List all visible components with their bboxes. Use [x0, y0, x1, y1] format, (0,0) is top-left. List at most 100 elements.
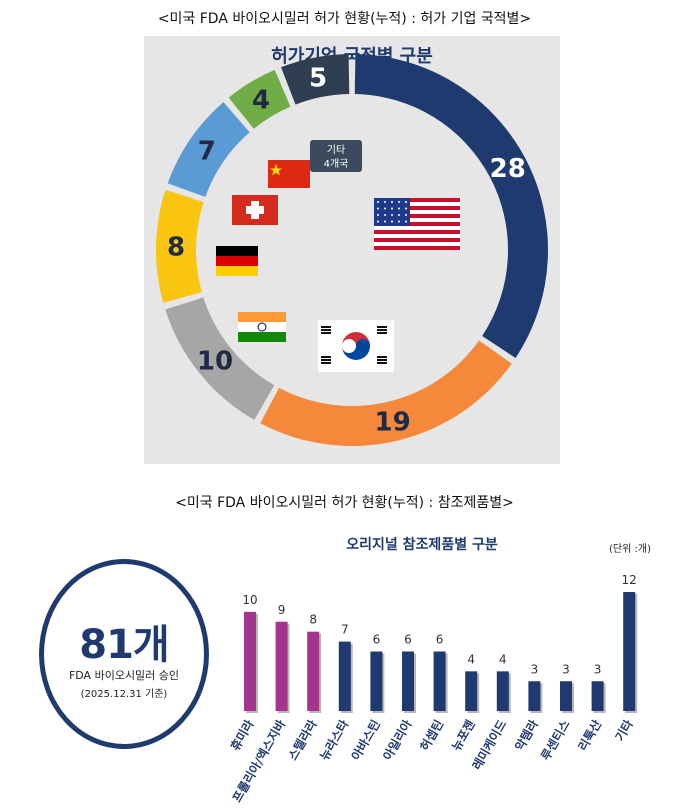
donut-slice — [260, 340, 512, 446]
kr-flag-trigram — [377, 359, 387, 361]
kr-flag-trigram — [377, 362, 387, 364]
bar-chart-unit: (단위 :개) — [609, 542, 651, 555]
us-flag-star — [391, 201, 393, 203]
us-flag-star — [377, 201, 379, 203]
bar-value-label: 8 — [309, 613, 317, 627]
bar-value-label: 6 — [373, 633, 381, 647]
summary-circle — [39, 559, 209, 749]
kr-flag-trigram — [377, 356, 387, 358]
us-flag — [374, 198, 460, 250]
us-flag-star — [377, 207, 379, 210]
donut-slice — [281, 54, 350, 105]
bar-category-label: 뉴포젠 — [448, 717, 478, 753]
bar-value-label: 6 — [404, 633, 412, 647]
in-flag-chakra — [257, 322, 267, 332]
us-flag-stripe — [374, 214, 460, 218]
kr-flag-trigram — [321, 332, 331, 334]
bar-value-label: 9 — [278, 603, 286, 617]
kr-flag-trigram — [321, 329, 331, 331]
kr-flag-trigram — [321, 326, 331, 328]
bar — [244, 611, 256, 711]
bar-category-label: 휴미라 — [227, 717, 257, 753]
us-flag-star — [391, 207, 393, 210]
bar — [402, 651, 414, 711]
bar-value-label: 3 — [531, 662, 539, 676]
us-flag-star — [405, 207, 407, 210]
us-flag-stripe — [374, 206, 460, 210]
us-flag-stripe — [374, 222, 460, 226]
donut-caption: <미국 FDA 바이오시밀러 허가 현황(누적) : 허가 기업 국적별> — [157, 11, 532, 27]
kr-flag-trigram — [321, 356, 331, 358]
others-annotation-line1: 기타 — [327, 144, 345, 156]
bar-category-label: 아바스틴 — [348, 717, 383, 763]
kr-flag-trigram — [377, 329, 387, 331]
bar-chart-title: 오리지널 참조제품별 구분 — [346, 536, 498, 553]
us-flag-star — [391, 214, 393, 216]
donut-value-label: 28 — [490, 154, 526, 184]
bar-caption: <미국 FDA 바이오시밀러 허가 현황(누적) : 참조제품별> — [175, 495, 514, 511]
donut-slice — [165, 297, 275, 420]
total-label: FDA 바이오시밀러 승인 — [68, 669, 180, 682]
bar-category-label: 리툭산 — [575, 717, 605, 753]
us-flag-star — [398, 207, 400, 210]
de-flag-stripe — [216, 256, 258, 266]
us-flag-stripe — [374, 234, 460, 238]
us-flag-star — [384, 214, 386, 216]
bar-category-label: 악템라 — [511, 717, 541, 753]
us-flag-stripe — [374, 210, 460, 214]
us-flag-star — [384, 207, 386, 210]
us-flag-star — [398, 220, 400, 223]
bar — [528, 681, 541, 711]
cn-flag-field — [268, 160, 310, 188]
donut-value-label: 19 — [374, 407, 410, 437]
bar-group: 3 리툭산 — [575, 662, 606, 753]
bar-group: 7 뉴라스타 — [316, 623, 353, 763]
de-flag — [216, 246, 258, 276]
bar-category-label: 허셉틴 — [417, 717, 447, 753]
kr-flag-trigram — [377, 332, 387, 334]
kr-flag-trigram — [321, 359, 331, 361]
donut-value-label: 8 — [167, 233, 185, 263]
donut-value-label: 4 — [252, 85, 270, 115]
us-flag-stripe — [374, 198, 460, 202]
bar-value-label: 4 — [467, 652, 475, 666]
bar — [275, 621, 288, 711]
bar-category-label: 루센티스 — [538, 717, 573, 763]
bar-group: 12 기타 — [612, 573, 638, 744]
bar-group: 4 뉴포젠 — [448, 652, 480, 753]
bar-group: 6 허셉틴 — [417, 633, 448, 753]
bar-category-label: 스텔라라 — [285, 717, 320, 763]
donut-slice — [228, 69, 291, 129]
us-flag-stripe — [374, 230, 460, 234]
ch-flag-cross-h — [246, 206, 264, 214]
bar-group: 8 스텔라라 — [285, 613, 322, 763]
us-flag-stripe — [374, 238, 460, 242]
us-flag-star — [398, 201, 400, 203]
bar-value-label: 6 — [436, 633, 444, 647]
bar — [496, 671, 509, 711]
bar-group: 10 휴미라 — [227, 593, 258, 753]
bar — [307, 631, 320, 711]
donut-value-label: 7 — [198, 136, 216, 166]
us-flag-stripe — [374, 246, 460, 250]
de-flag-stripe — [216, 246, 258, 256]
bar-group: 3 루센티스 — [538, 662, 574, 763]
bar-value-label: 7 — [341, 623, 349, 637]
donut-slice — [156, 189, 204, 303]
us-flag-star — [377, 220, 379, 223]
bar-category-label: 기타 — [612, 717, 636, 744]
total-date: (2025.12.31 기준) — [80, 689, 168, 700]
kr-flag — [318, 320, 394, 372]
us-flag-star — [391, 220, 393, 223]
bar-value-label: 3 — [594, 662, 602, 676]
cn-flag — [268, 160, 310, 188]
us-flag-stripe — [374, 226, 460, 230]
others-annotation-line2: 4개국 — [324, 158, 349, 170]
in-flag-stripe — [238, 332, 286, 342]
bar — [591, 681, 604, 711]
us-flag-star — [384, 220, 386, 223]
us-flag-stripe — [374, 202, 460, 206]
de-flag-stripe — [216, 266, 258, 276]
